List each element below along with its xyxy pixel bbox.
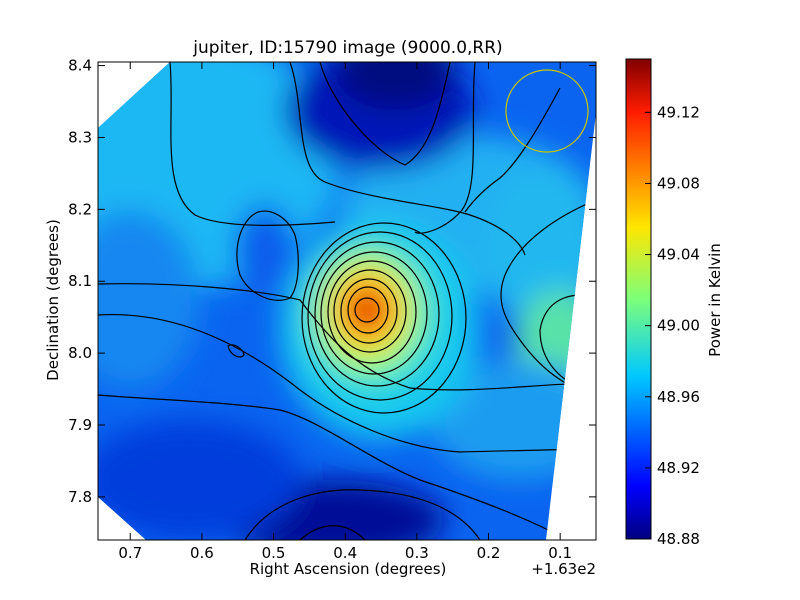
x-tick-label: 0.1 [548, 544, 572, 562]
contour-line [236, 210, 299, 301]
y-tick-label: 8.0 [68, 344, 92, 362]
contour-line [320, 251, 428, 375]
y-axis-label: Declination (degrees) [44, 219, 62, 381]
contour-line [464, 87, 561, 213]
x-tick-label: 0.3 [405, 544, 429, 562]
y-tick-label: 7.9 [68, 416, 92, 434]
contour-line [289, 62, 526, 256]
contour-line [590, 344, 596, 359]
x-tick-label: 0.5 [262, 544, 286, 562]
x-axis-ticks: 0.7 0.6 0.5 0.4 0.3 0.2 0.1 [118, 62, 572, 562]
y-tick-label: 7.8 [68, 488, 92, 506]
x-tick-label: 0.4 [333, 544, 357, 562]
contour-line [319, 62, 451, 166]
contour-line [414, 62, 476, 234]
y-tick-label: 8.1 [68, 272, 92, 290]
colorbar-tick-label: 49.04 [657, 246, 700, 264]
colorbar-gradient [626, 59, 651, 539]
colorbar-tick-label: 49.08 [657, 174, 700, 192]
colorbar: 48.88 48.92 48.96 49.00 49.04 49.08 49.12 Powe… [625, 58, 724, 548]
x-tick-label: 0.6 [190, 544, 214, 562]
y-tick-label: 8.3 [68, 128, 92, 146]
contour-line [354, 297, 380, 323]
colorbar-tick-label: 48.92 [657, 459, 700, 477]
heatmap [98, 62, 596, 540]
beam-circle [505, 69, 589, 153]
contour-line [299, 525, 366, 540]
colorbar-tick-label: 49.12 [657, 103, 700, 121]
contour-line [333, 269, 407, 353]
y-tick-label: 8.2 [68, 200, 92, 218]
colorbar-frame [625, 58, 652, 540]
contour-line [327, 260, 417, 364]
contour-line [98, 313, 596, 453]
chart-title: jupiter, ID:15790 image (9000.0,RR) [192, 38, 502, 58]
contour-line [314, 241, 440, 387]
colorbar-tick-label: 49.00 [657, 317, 700, 335]
x-axis-offset-label: +1.63e2 [531, 560, 596, 578]
contour-lines [98, 62, 596, 540]
contour-line [244, 489, 481, 540]
x-tick-label: 0.2 [477, 544, 501, 562]
contour-line [347, 286, 389, 334]
contour-line [98, 394, 561, 537]
colorbar-label: Power in Kelvin [706, 243, 724, 357]
contour-line [307, 231, 453, 401]
contour-line [340, 278, 398, 344]
y-axis-ticks: 8.4 8.3 8.2 8.1 8.0 7.9 7.8 [68, 57, 596, 506]
plot-frame [97, 61, 597, 541]
colorbar-tick-label: 48.88 [657, 530, 700, 548]
contour-line [301, 222, 467, 414]
x-tick-label: 0.7 [118, 544, 142, 562]
x-axis-label: Right Ascension (degrees) [250, 560, 447, 578]
colorbar-tick-label: 48.96 [657, 388, 700, 406]
y-tick-label: 8.4 [68, 57, 92, 75]
contour-line [500, 199, 596, 394]
contour-line [227, 344, 245, 358]
contour-line [98, 283, 596, 391]
colorbar-ticks: 48.88 48.92 48.96 49.00 49.04 49.08 49.12 [645, 103, 700, 548]
